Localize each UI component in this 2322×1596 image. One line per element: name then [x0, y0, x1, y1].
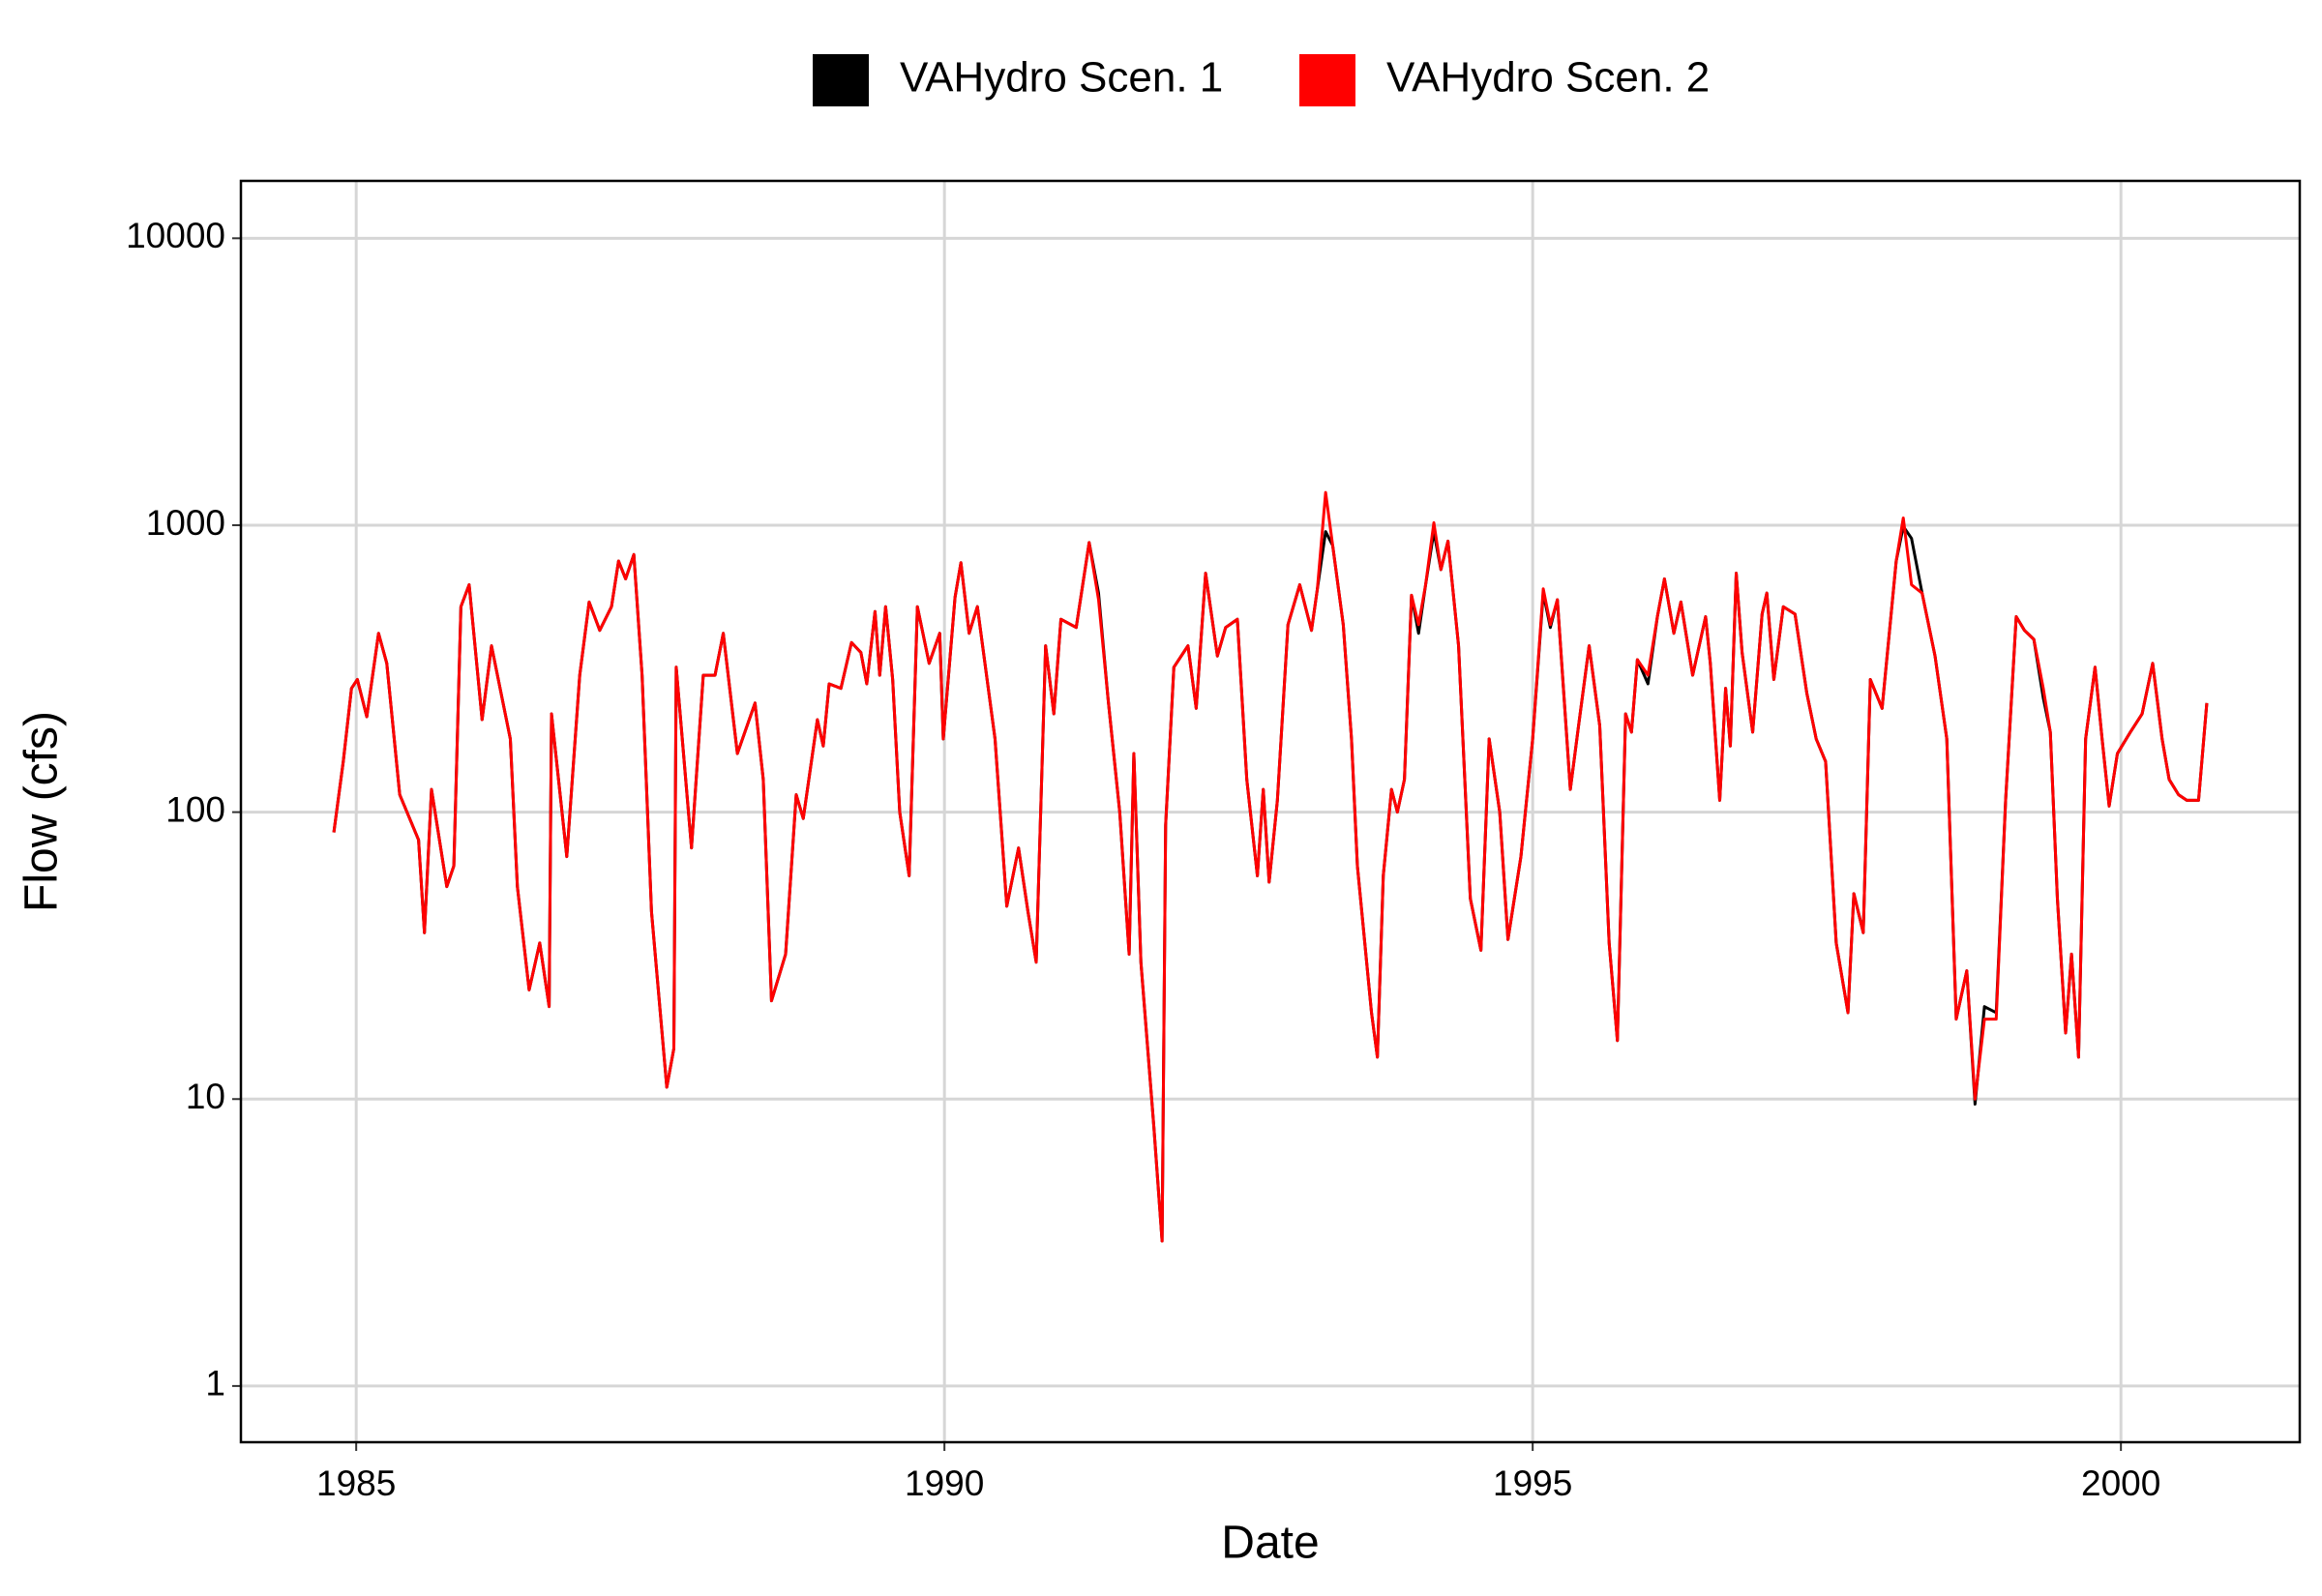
y-tick-label: 10000 [126, 216, 225, 255]
legend-key [813, 54, 869, 106]
plot-frame [239, 179, 2302, 1444]
legend-key [1299, 54, 1355, 106]
legend-label: VAHydro Scen. 2 [1386, 54, 1710, 102]
x-tick-label: 1990 [905, 1463, 984, 1503]
y-tick-label: 1 [205, 1364, 225, 1404]
x-axis-title: Date [1221, 1518, 1319, 1569]
y-tick-label: 1000 [146, 503, 225, 543]
y-tick-label: 10 [186, 1077, 225, 1116]
y-axis-title: Flow (cfs) [16, 711, 68, 912]
x-tick-label: 2000 [2081, 1463, 2160, 1503]
series-line [332, 490, 2209, 1243]
legend-label: VAHydro Scen. 1 [900, 54, 1223, 102]
x-tick-label: 1985 [316, 1463, 396, 1503]
x-tick-label: 1995 [1493, 1463, 1572, 1503]
y-tick-label: 100 [165, 789, 225, 829]
